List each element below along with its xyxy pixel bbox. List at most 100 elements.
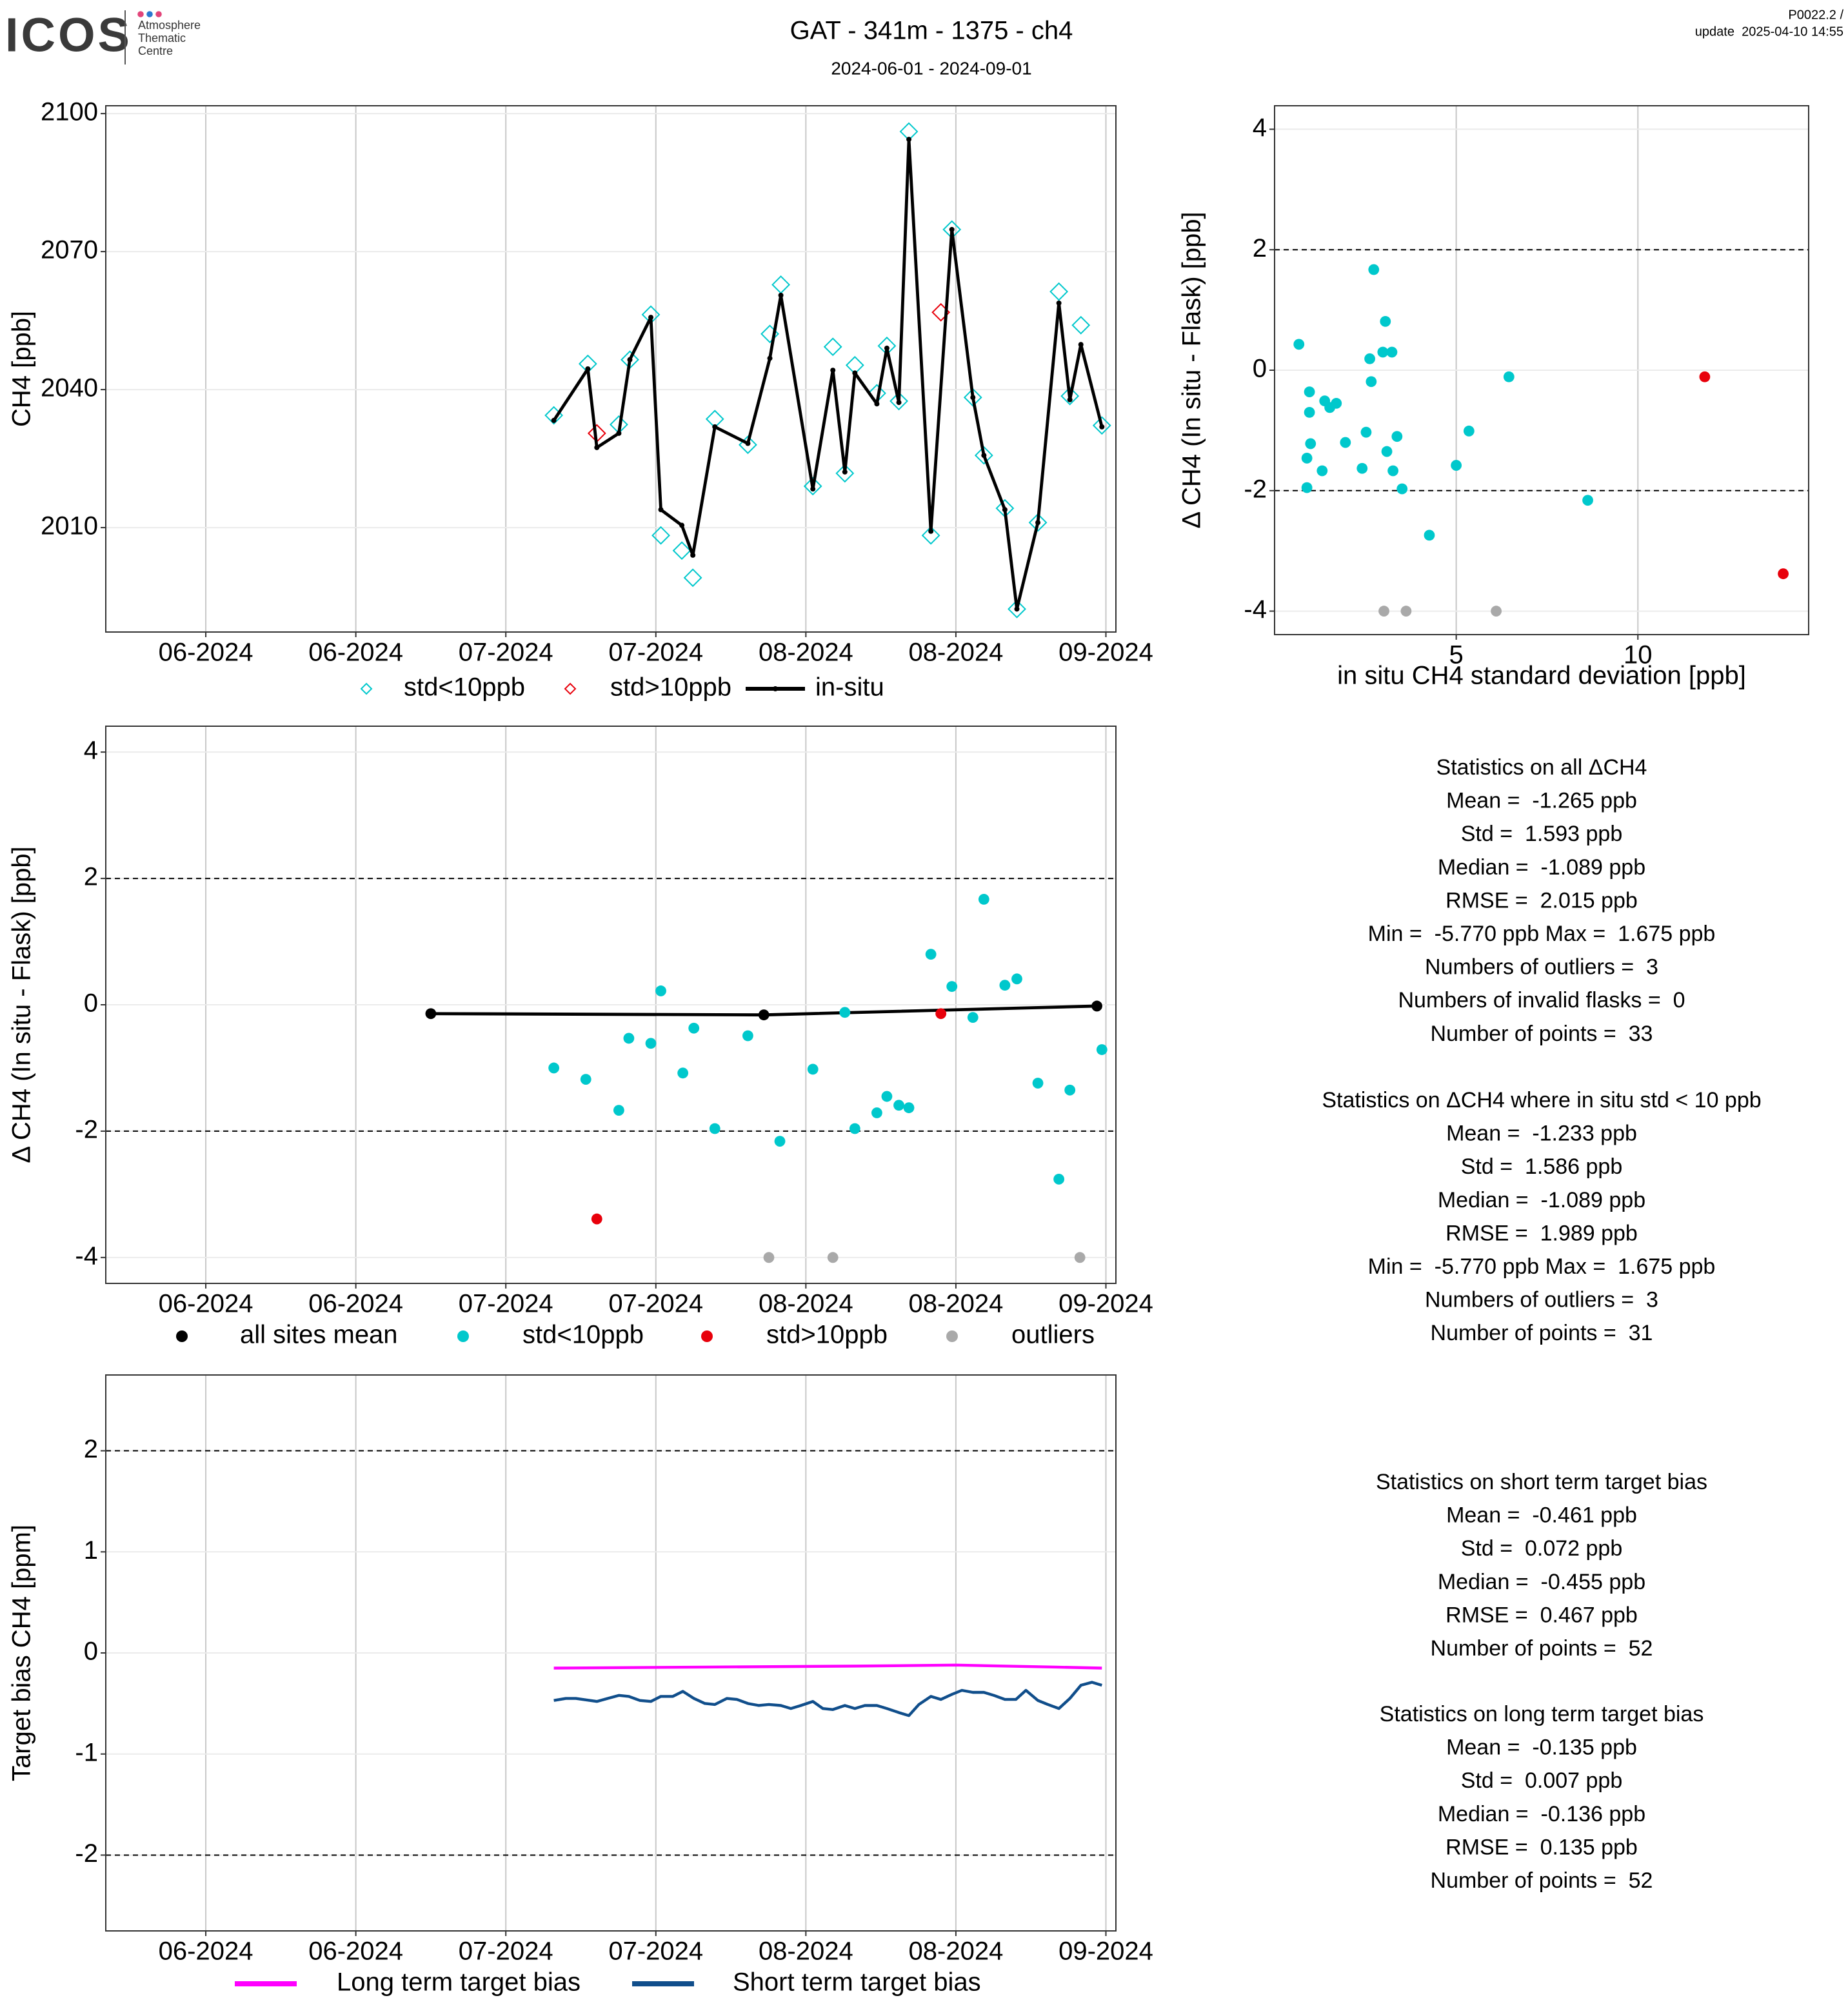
point <box>1368 264 1380 275</box>
x-tick-label: 08-2024 <box>909 638 1004 667</box>
legend-key <box>176 1330 188 1342</box>
point <box>594 444 600 450</box>
stats-title: Statistics on ΔCH4 where in situ std < 1… <box>1322 1088 1761 1112</box>
point <box>1002 507 1008 513</box>
point <box>591 1213 602 1225</box>
point <box>1400 606 1412 617</box>
point <box>1301 482 1313 493</box>
stats-title: Statistics on short term target bias <box>1376 1470 1707 1494</box>
stats-line: Numbers of invalid flasks = 0 <box>1398 988 1685 1013</box>
series-line <box>552 137 1104 611</box>
logo-text: Centre <box>138 44 173 57</box>
x-tick-label: 09-2024 <box>1058 638 1153 667</box>
stats-line: Mean = -1.265 ppb <box>1446 789 1637 813</box>
y-tick-label: 2010 <box>41 512 98 540</box>
x-tick-label: 06-2024 <box>308 1290 403 1318</box>
y-tick-label: 2070 <box>41 236 98 264</box>
point <box>881 1091 893 1102</box>
stats-line: Number of points = 33 <box>1431 1022 1653 1046</box>
stats-line: Numbers of outliers = 3 <box>1425 955 1658 980</box>
point <box>1056 301 1062 306</box>
point <box>1424 529 1435 541</box>
logo-text: Atmosphere <box>138 19 201 32</box>
point <box>774 1136 786 1147</box>
point <box>1091 1000 1102 1012</box>
legend-label: std<10ppb <box>522 1321 644 1349</box>
flask-marker <box>803 477 822 496</box>
point <box>623 1033 635 1044</box>
stats-line: Std = 1.586 ppb <box>1461 1154 1622 1179</box>
flask-marker <box>823 337 842 357</box>
stats-line: Std = 0.007 ppb <box>1461 1768 1622 1793</box>
point <box>830 368 836 373</box>
point <box>1391 431 1403 442</box>
point <box>1377 346 1389 358</box>
y-tick-label: 2 <box>84 863 98 891</box>
y-tick-label: -2 <box>75 1115 98 1143</box>
stats-line: Numbers of outliers = 3 <box>1425 1288 1658 1312</box>
point <box>580 1074 591 1085</box>
version: P0022.2 / <box>1788 8 1843 22</box>
stats-line: RMSE = 2.015 ppb <box>1446 888 1638 913</box>
plot-border <box>105 105 1117 633</box>
plot-border <box>105 726 1117 1284</box>
y-tick-label: 0 <box>1253 355 1267 383</box>
point <box>1380 315 1391 327</box>
point <box>1032 1078 1044 1089</box>
y-axis-label: Δ CH4 (In situ - Flask) [ppb] <box>1178 212 1206 528</box>
flask-marker <box>1071 315 1091 335</box>
x-tick-label: 10 <box>1624 641 1653 669</box>
point <box>1699 371 1711 382</box>
y-tick-label: -2 <box>75 1839 98 1868</box>
logo-dot <box>137 11 144 17</box>
legend-label: std>10ppb <box>610 673 731 702</box>
subtitle: 2024-06-01 - 2024-09-01 <box>831 58 1031 78</box>
legend-label: in-situ <box>815 673 884 702</box>
point <box>585 366 591 371</box>
x-tick-label: 07-2024 <box>459 638 553 667</box>
flask-marker <box>1008 599 1026 618</box>
flask-marker <box>1092 416 1111 435</box>
legend-label: Long term target bias <box>337 1968 581 1997</box>
point <box>1366 376 1377 388</box>
x-tick-label: 07-2024 <box>608 1937 703 1966</box>
series-line <box>553 1681 1102 1717</box>
logo-dot <box>155 11 162 17</box>
point <box>1451 460 1462 471</box>
point <box>810 486 816 492</box>
y-tick-label: 2 <box>1253 234 1267 262</box>
flask-marker <box>835 464 855 483</box>
point <box>849 1123 860 1134</box>
flask-marker <box>672 541 691 560</box>
legend-label: std>10ppb <box>766 1321 888 1349</box>
point <box>970 395 976 400</box>
point <box>648 315 654 321</box>
flask-marker <box>1049 282 1069 301</box>
x-tick-label: 09-2024 <box>1058 1290 1153 1318</box>
point <box>1491 606 1502 617</box>
point <box>946 981 958 992</box>
point <box>852 370 858 376</box>
x-axis-label: in situ CH4 standard deviation [ppb] <box>1337 662 1746 690</box>
point <box>613 1105 624 1116</box>
flask-marker <box>963 388 982 407</box>
point <box>1099 424 1105 430</box>
stats-line: Median = -0.455 ppb <box>1438 1570 1645 1594</box>
legend-label: all sites mean <box>240 1321 398 1349</box>
update: update 2025-04-10 14:55 <box>1695 25 1843 39</box>
logo-dot <box>146 11 153 17</box>
point <box>1014 606 1020 612</box>
flask-marker <box>974 446 993 465</box>
legend-key <box>946 1330 958 1342</box>
y-tick-label: 2 <box>84 1435 98 1463</box>
point <box>679 522 685 528</box>
point <box>677 1067 689 1079</box>
point <box>1356 462 1368 474</box>
flask-marker <box>1060 386 1080 406</box>
legend-key <box>457 1330 469 1342</box>
stats-line: Mean = -0.461 ppb <box>1446 1503 1637 1528</box>
point <box>1078 342 1084 348</box>
point <box>742 1030 753 1042</box>
